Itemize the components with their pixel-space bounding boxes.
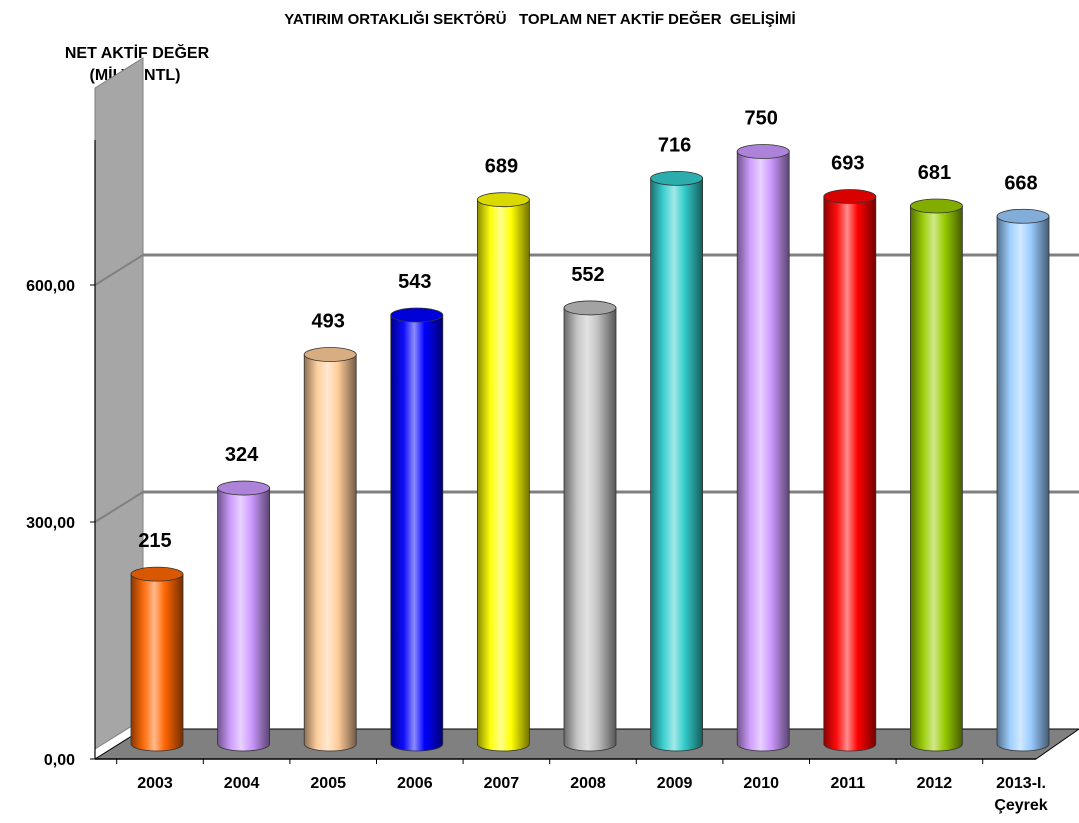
x-tick-label: 2006 [397, 775, 433, 792]
data-label: 693 [831, 153, 864, 175]
data-label: 716 [658, 134, 691, 156]
bar-body [563, 307, 617, 752]
bar [390, 307, 444, 752]
x-tick-label: 2008 [570, 775, 606, 792]
x-tick-label: 2010 [743, 775, 779, 792]
data-label: 215 [138, 530, 171, 552]
x-tick-label: 2003 [137, 775, 173, 792]
x-tick-label: 2011 [830, 775, 865, 792]
x-tick-label: 2007 [484, 775, 520, 792]
bar-top [217, 480, 271, 496]
bar [736, 144, 790, 752]
y-tick-label: 600,00 [26, 278, 75, 295]
bar [217, 480, 271, 752]
plot-area: 0,00 300,00 600,00 215 2003 324 2004 493 2005 543… [26, 57, 1079, 814]
data-label: 552 [571, 264, 604, 286]
bar-body [736, 151, 790, 752]
bar [130, 566, 184, 752]
bar-body [390, 314, 444, 752]
bar-top [736, 144, 790, 159]
bar [996, 208, 1050, 752]
bar-body [910, 205, 963, 752]
bar-body [130, 573, 184, 752]
y-tick-label: 0,00 [44, 752, 75, 769]
bar-top [563, 300, 617, 316]
gridline-depth [94, 491, 144, 523]
x-tick-label: 2005 [310, 775, 346, 792]
bar-body [650, 177, 703, 752]
bar-top [303, 347, 357, 362]
bar [650, 170, 703, 752]
data-label: 493 [312, 311, 345, 333]
bar [476, 192, 530, 752]
x-tick-label: 2004 [224, 775, 260, 792]
bar-top [390, 307, 444, 323]
bar-body [217, 487, 270, 752]
bar-top [650, 170, 703, 186]
bar-body [823, 196, 877, 752]
bar [823, 189, 877, 752]
data-label: 750 [745, 108, 778, 130]
bar-top [910, 198, 963, 214]
data-label: 689 [485, 156, 518, 178]
bar-top [996, 208, 1050, 224]
x-tick-label: 2009 [657, 775, 693, 792]
data-label: 543 [398, 271, 431, 293]
bar [303, 347, 357, 752]
chart-title: YATIRIM ORTAKLIĞI SEKTÖRÜ TOPLAM NET AKT… [284, 10, 795, 28]
data-label: 324 [225, 444, 259, 466]
y-tick-label: 300,00 [26, 515, 75, 532]
y-axis-title: NET AKTİF DEĞER [65, 43, 210, 62]
data-label: 668 [1004, 172, 1037, 194]
bar-body [996, 215, 1050, 752]
bar-top [823, 189, 877, 204]
bar [910, 198, 963, 752]
x-tick-label: 2013-I. Çeyrek [994, 775, 1047, 814]
bar-body [303, 354, 357, 752]
bar [563, 300, 617, 752]
bar-top [130, 566, 184, 582]
gridline-depth [94, 254, 144, 286]
bar-body [477, 199, 530, 752]
bar-top [476, 192, 530, 208]
x-tick-label: 2012 [917, 775, 953, 792]
data-label: 681 [918, 162, 951, 184]
